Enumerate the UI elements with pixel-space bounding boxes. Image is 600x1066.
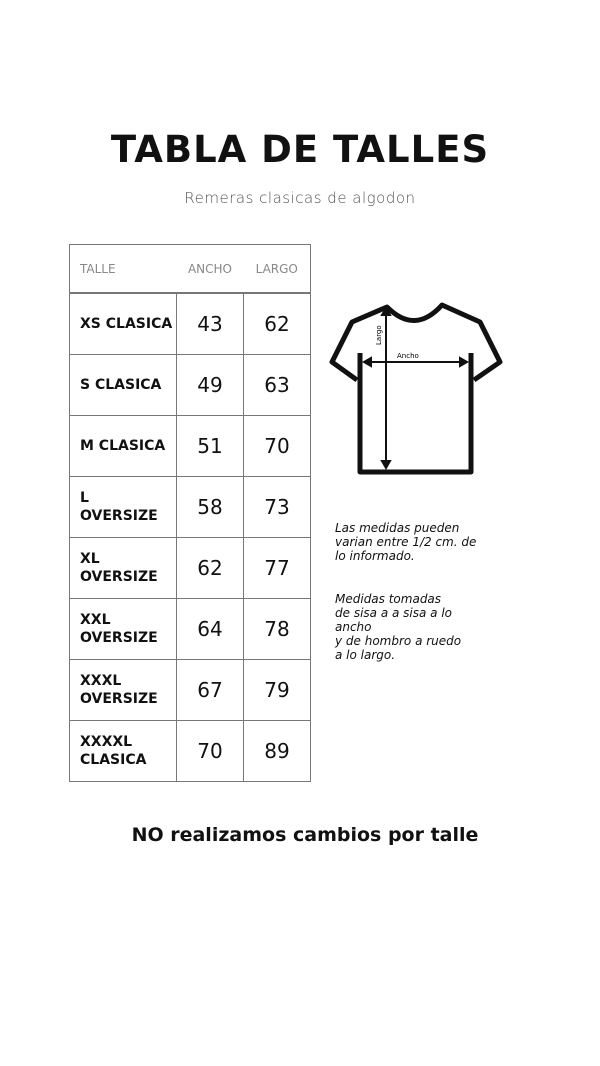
page-subtitle: Remeras clasicas de algodon [184,189,416,207]
note-tolerance: Las medidas pueden varian entre 1/2 cm. d… [335,521,476,563]
largo-cell: 73 [243,476,311,538]
size-label-line: XXL [80,612,111,628]
header-talle: TALLE [69,244,177,294]
table-row: XXL OVERSIZE 64 78 [69,598,311,660]
largo-cell: 78 [243,598,311,660]
size-label-line: L [80,490,89,506]
size-label-line: XXXXL [80,734,133,750]
size-table: TALLE ANCHO LARGO XS CLASICA 43 62 S CLASIC… [69,244,311,782]
largo-cell: 77 [243,537,311,599]
note-line: ancho [335,620,372,634]
size-label-line: XXXL [80,673,122,689]
size-cell: XXL OVERSIZE [69,598,177,660]
size-cell: M CLASICA [69,415,177,477]
table-row: S CLASICA 49 63 [69,354,311,416]
ancho-cell: 62 [176,537,244,599]
ancho-cell: 70 [176,720,244,782]
table-row: XXXXL CLASICA 70 89 [69,720,311,782]
header-largo: LARGO [243,244,311,294]
largo-cell: 62 [243,292,311,355]
size-cell: XXXL OVERSIZE [69,659,177,721]
tshirt-outline-icon [329,302,503,475]
size-cell: XL OVERSIZE [69,537,177,599]
ancho-cell: 67 [176,659,244,721]
table-row: XXXL OVERSIZE 67 79 [69,659,311,721]
note-line: Medidas tomadas [335,592,442,606]
size-cell: XS CLASICA [69,292,177,355]
ancho-cell: 49 [176,354,244,416]
size-label-line: S CLASICA [80,377,162,393]
table-row: M CLASICA 51 70 [69,415,311,477]
size-label-line: M CLASICA [80,438,166,454]
header-ancho: ANCHO [176,244,244,294]
ancho-cell: 64 [176,598,244,660]
note-line: Las medidas pueden [335,521,460,535]
note-line: lo informado. [335,549,415,563]
note-line: y de hombro a ruedo [335,634,462,648]
footer-notice: NO realizamos cambios por talle [131,824,479,846]
note-line: a lo largo. [335,648,396,662]
largo-arrow-icon [380,305,392,471]
table-header-row: TALLE ANCHO LARGO [69,244,311,294]
size-label-line: OVERSIZE [80,569,158,585]
ancho-cell: 43 [176,292,244,355]
note-measurement: Medidas tomadas de sisa a a sisa a lo anch… [335,592,461,662]
size-cell: XXXXL CLASICA [69,720,177,782]
table-row: XS CLASICA 43 62 [69,292,311,355]
ancho-cell: 51 [176,415,244,477]
page-title: TABLA DE TALLES [110,128,490,171]
size-label-line: CLASICA [80,752,147,768]
largo-cell: 89 [243,720,311,782]
size-label-line: OVERSIZE [80,508,158,524]
ancho-arrow-icon [361,356,470,368]
table-row: XL OVERSIZE 62 77 [69,537,311,599]
ancho-label: Ancho [397,352,419,360]
size-label-line: XS CLASICA [80,316,173,332]
size-label-line: XL [80,551,100,567]
largo-label: Largo [375,325,383,345]
note-line: de sisa a a sisa a lo [335,606,453,620]
note-line: varian entre 1/2 cm. de [335,535,477,549]
size-label-line: OVERSIZE [80,630,158,646]
ancho-cell: 58 [176,476,244,538]
largo-cell: 79 [243,659,311,721]
size-cell: S CLASICA [69,354,177,416]
size-label-line: OVERSIZE [80,691,158,707]
